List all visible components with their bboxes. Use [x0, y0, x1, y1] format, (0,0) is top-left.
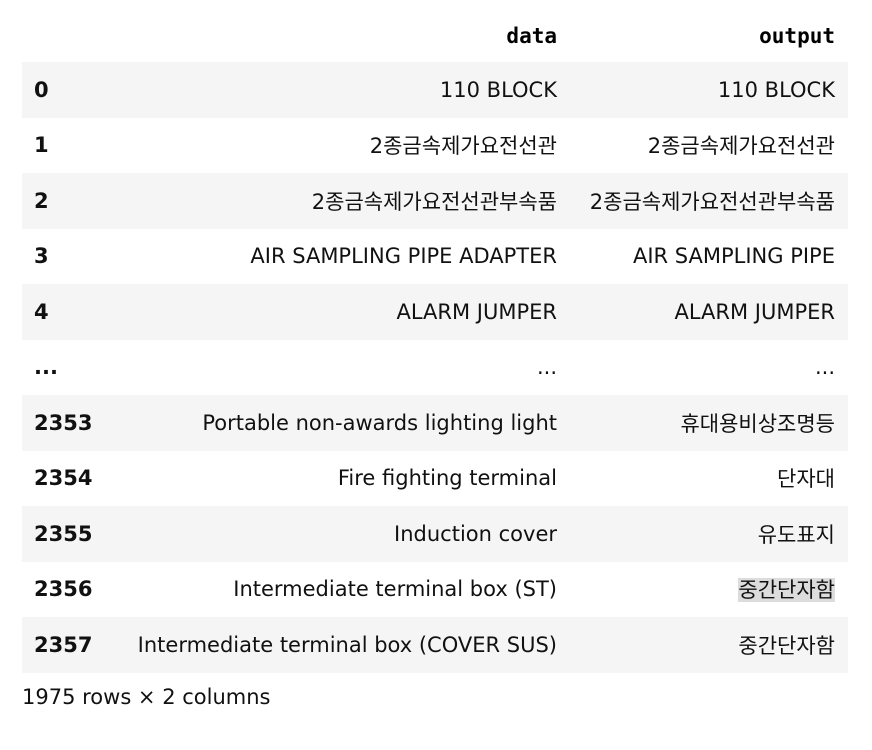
dataframe-shape-caption: 1975 rows × 2 columns — [22, 684, 271, 709]
cell-output: 유도표지 — [570, 506, 848, 562]
cell-output-text: 휴대용비상조명등 — [680, 411, 835, 436]
table-row: 4 ALARM JUMPER ALARM JUMPER — [22, 284, 848, 340]
cell-data: Portable non-awards lighting light — [202, 410, 557, 435]
cell-data: AIR SAMPLING PIPE ADAPTER — [250, 244, 557, 269]
row-index: ... — [34, 355, 58, 380]
cell-data: ALARM JUMPER — [396, 299, 557, 324]
cell-output-text: 2종금속제가요전선관 — [647, 134, 835, 159]
row-index: 2357 — [34, 632, 93, 657]
row-index: 2354 — [34, 466, 93, 491]
row-index: 2356 — [34, 577, 93, 602]
table-row: 3 AIR SAMPLING PIPE ADAPTER AIR SAMPLING… — [22, 228, 848, 285]
table-header: data output — [22, 10, 848, 62]
cell-data: Intermediate terminal box (ST) — [233, 577, 557, 602]
selected-text-highlight[interactable]: 중간단자함 — [738, 578, 835, 603]
cell-output: 중간단자함 — [570, 562, 848, 618]
index-header — [22, 10, 110, 62]
cell-output: ... — [570, 340, 848, 396]
cell-data: ... — [536, 355, 557, 380]
table-row: 0 110 BLOCK 110 BLOCK — [22, 62, 848, 118]
cell-output: 110 BLOCK — [570, 62, 848, 118]
table-row: 2357 Intermediate terminal box (COVER SU… — [22, 617, 848, 673]
table-body: 0 110 BLOCK 110 BLOCK 1 2종금속제가요전선관 2종금속제… — [22, 62, 848, 673]
cell-output-text: AIR SAMPLING PIPE — [632, 244, 835, 269]
dataframe-table: data output 0 110 BLOCK 110 BLOCK 1 2종금속… — [22, 10, 848, 673]
cell-output-text: ALARM JUMPER — [674, 299, 835, 324]
row-index: 2 — [34, 188, 49, 213]
ellipsis-row: ... ... ... — [22, 339, 848, 396]
table-row: 2 2종금속제가요전선관부속품 2종금속제가요전선관부속품 — [22, 173, 848, 229]
row-index: 1 — [34, 133, 49, 158]
cell-output: AIR SAMPLING PIPE — [570, 229, 848, 285]
table-row: 1 2종금속제가요전선관 2종금속제가요전선관 — [22, 117, 848, 174]
cell-data: 2종금속제가요전선관 — [369, 134, 557, 159]
cell-output-text: 단자대 — [777, 467, 835, 492]
cell-output: 2종금속제가요전선관 — [570, 118, 848, 174]
table-row: 2354 Fire fighting terminal 단자대 — [22, 450, 848, 507]
table-row: 2355 Induction cover 유도표지 — [22, 506, 848, 562]
cell-output-text: 유도표지 — [757, 522, 835, 547]
cell-output: ALARM JUMPER — [570, 284, 848, 340]
row-index: 2353 — [34, 410, 93, 435]
header-row: data output — [22, 10, 848, 62]
dataframe-output: data output 0 110 BLOCK 110 BLOCK 1 2종금속… — [22, 10, 848, 709]
cell-output: 2종금속제가요전선관부속품 — [570, 173, 848, 229]
cell-data: 110 BLOCK — [439, 77, 557, 102]
cell-output: 단자대 — [570, 451, 848, 507]
cell-data: Fire fighting terminal — [337, 466, 557, 491]
cell-data: Intermediate terminal box (COVER SUS) — [137, 632, 557, 657]
table-row: 2356 Intermediate terminal box (ST) 중간단자… — [22, 561, 848, 618]
row-index: 3 — [34, 244, 49, 269]
row-index: 2355 — [34, 521, 93, 546]
row-index: 4 — [34, 299, 49, 324]
row-index: 0 — [34, 77, 49, 102]
cell-output: 중간단자함 — [570, 617, 848, 673]
cell-output-text: ... — [814, 355, 835, 380]
cell-output-text: 110 BLOCK — [717, 77, 835, 102]
column-header-data: data — [506, 24, 557, 48]
cell-output-text: 2종금속제가요전선관부속품 — [589, 189, 835, 214]
column-header-output: output — [759, 24, 835, 48]
cell-output: 휴대용비상조명등 — [570, 395, 848, 451]
cell-data: Induction cover — [394, 521, 557, 546]
cell-output-text: 중간단자함 — [738, 633, 835, 658]
cell-data: 2종금속제가요전선관부속품 — [311, 189, 557, 214]
table-row: 2353 Portable non-awards lighting light … — [22, 395, 848, 451]
